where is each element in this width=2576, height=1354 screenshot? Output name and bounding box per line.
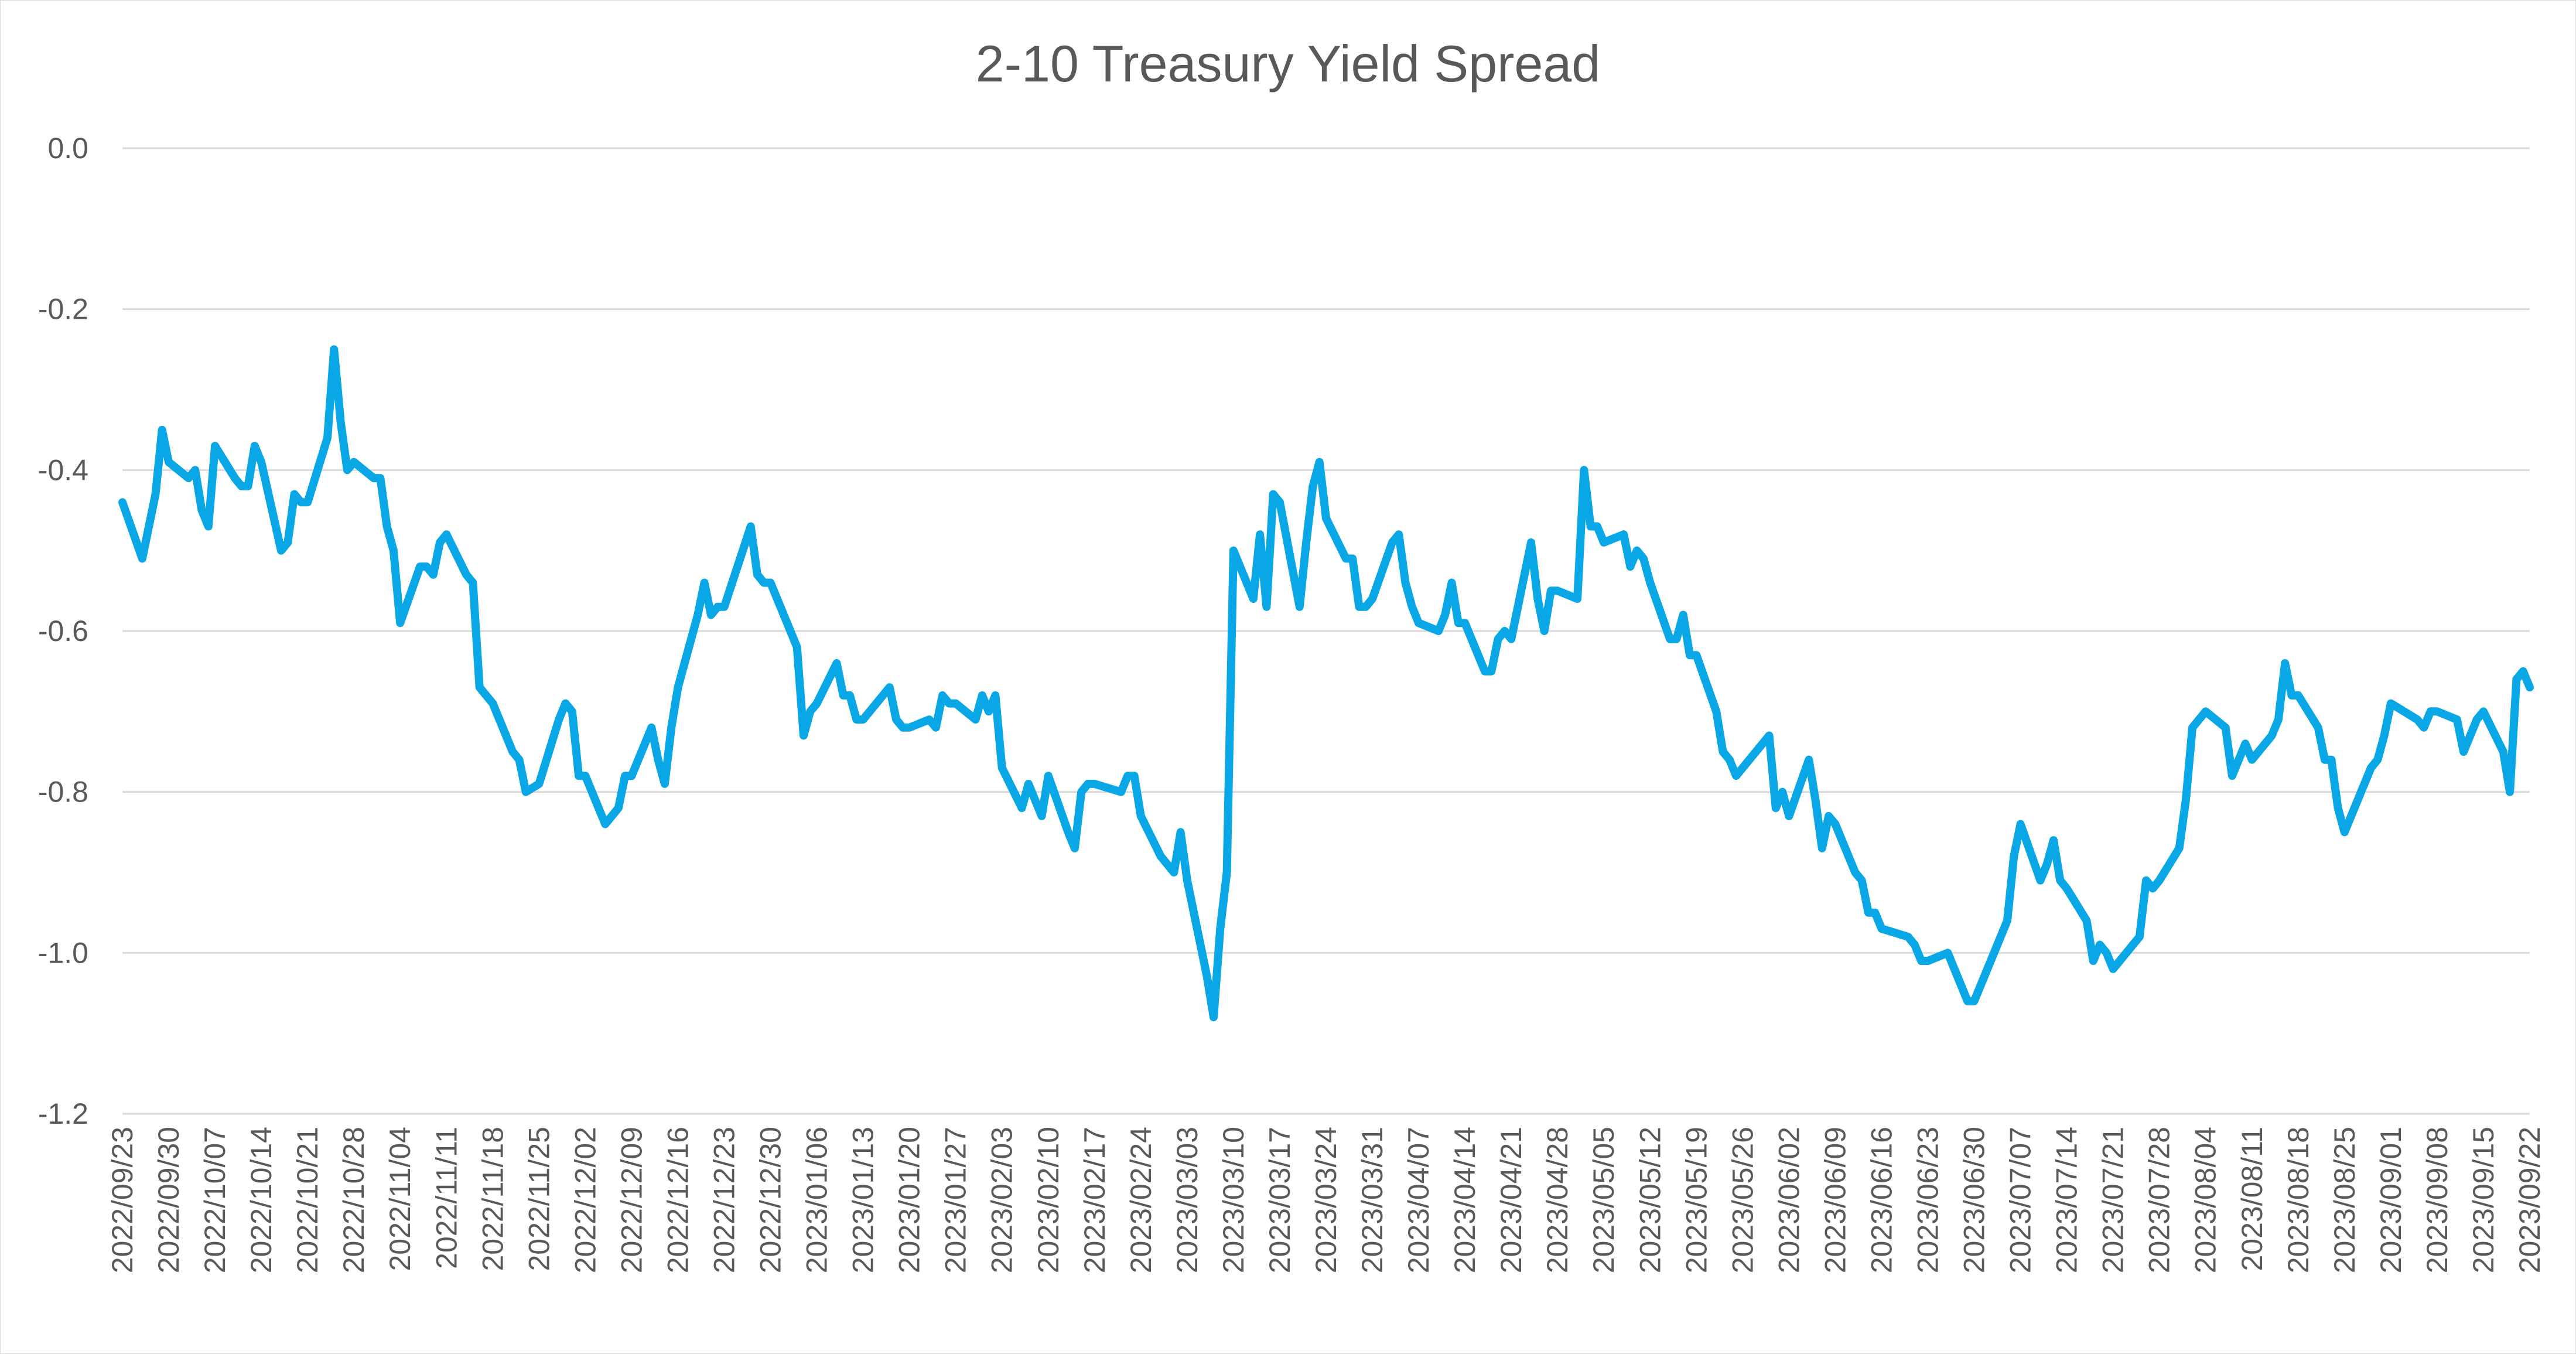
x-tick-label: 2023/06/30 xyxy=(1958,1127,1991,1273)
x-tick-label: 2022/12/09 xyxy=(615,1127,648,1273)
x-tick-label: 2023/02/24 xyxy=(1125,1127,1157,1273)
x-tick-label: 2023/07/14 xyxy=(2051,1127,2083,1273)
x-tick-label: 2023/05/19 xyxy=(1680,1127,1713,1273)
x-tick-label: 2023/08/25 xyxy=(2328,1127,2361,1273)
x-tick-label: 2023/03/31 xyxy=(1356,1127,1389,1273)
x-tick-label: 2022/11/11 xyxy=(430,1127,463,1269)
y-tick-label: 0.0 xyxy=(47,132,88,165)
x-tick-label: 2022/12/30 xyxy=(754,1127,787,1273)
x-tick-label: 2023/05/12 xyxy=(1634,1127,1666,1273)
x-tick-label: 2023/05/26 xyxy=(1726,1127,1759,1273)
x-tick-label: 2022/11/18 xyxy=(476,1127,509,1271)
x-tick-label: 2023/07/28 xyxy=(2143,1127,2176,1273)
x-tick-label: 2023/03/24 xyxy=(1310,1127,1342,1273)
y-tick-label: -0.8 xyxy=(38,776,88,809)
x-tick-label: 2022/11/25 xyxy=(522,1127,555,1271)
x-tick-label: 2022/10/14 xyxy=(245,1127,278,1273)
x-tick-label: 2023/07/07 xyxy=(2004,1127,2037,1273)
y-tick-label: -0.4 xyxy=(38,453,88,486)
series-line xyxy=(118,345,2534,1022)
x-tick-label: 2022/10/28 xyxy=(337,1127,370,1273)
x-tick-label: 2023/07/21 xyxy=(2097,1127,2130,1273)
chart-title: 2-10 Treasury Yield Spread xyxy=(976,35,1600,93)
x-tick-label: 2023/06/23 xyxy=(1912,1127,1945,1273)
y-axis-tick-labels: 0.0 -0.2 -0.4 -0.6 -0.8 -1.0 -1.2 xyxy=(38,132,88,1130)
x-tick-label: 2022/12/23 xyxy=(708,1127,741,1273)
x-tick-label: 2023/03/17 xyxy=(1263,1127,1296,1273)
gridlines xyxy=(122,147,2530,1115)
x-tick-label: 2023/08/11 xyxy=(2236,1127,2268,1271)
x-tick-label: 2022/10/21 xyxy=(291,1127,324,1273)
x-tick-label: 2023/09/15 xyxy=(2467,1127,2500,1273)
x-tick-label: 2023/02/03 xyxy=(986,1127,1019,1273)
y-tick-label: -0.6 xyxy=(38,615,88,647)
x-tick-label: 2023/04/07 xyxy=(1402,1127,1435,1273)
x-tick-label: 2023/05/05 xyxy=(1587,1127,1620,1273)
x-tick-label: 2023/01/06 xyxy=(801,1127,833,1273)
x-tick-label: 2023/01/13 xyxy=(847,1127,880,1273)
x-tick-label: 2023/02/10 xyxy=(1032,1127,1065,1273)
x-tick-label: 2022/10/07 xyxy=(199,1127,231,1273)
y-tick-label: -1.2 xyxy=(38,1097,88,1130)
x-tick-label: 2022/12/02 xyxy=(569,1127,602,1273)
x-tick-label: 2023/06/09 xyxy=(1819,1127,1851,1273)
x-tick-label: 2022/09/30 xyxy=(152,1127,185,1273)
y-tick-label: -0.2 xyxy=(38,293,88,326)
x-axis-tick-labels: 2022/09/23 2022/09/30 2022/10/07 2022/10/14… xyxy=(106,1127,2546,1273)
x-tick-label: 2022/12/16 xyxy=(661,1127,694,1273)
x-tick-label: 2023/08/18 xyxy=(2282,1127,2315,1273)
x-tick-label: 2023/01/20 xyxy=(893,1127,926,1273)
x-tick-label: 2023/09/22 xyxy=(2513,1127,2546,1273)
x-tick-label: 2023/09/08 xyxy=(2421,1127,2454,1273)
series-layer xyxy=(118,345,2534,1022)
x-tick-label: 2023/09/01 xyxy=(2375,1127,2407,1273)
x-tick-label: 2023/01/27 xyxy=(939,1127,972,1273)
x-tick-label: 2023/04/21 xyxy=(1495,1127,1528,1273)
x-tick-label: 2023/08/04 xyxy=(2189,1127,2222,1273)
y-tick-label: -1.0 xyxy=(38,936,88,969)
x-tick-label: 2023/06/02 xyxy=(1772,1127,1805,1273)
x-tick-label: 2023/06/16 xyxy=(1865,1127,1898,1273)
x-tick-label: 2022/09/23 xyxy=(106,1127,139,1273)
x-tick-label: 2023/02/17 xyxy=(1078,1127,1111,1273)
x-tick-label: 2022/11/04 xyxy=(384,1127,416,1271)
x-tick-label: 2023/04/14 xyxy=(1448,1127,1481,1273)
x-tick-label: 2023/03/03 xyxy=(1171,1127,1204,1273)
x-tick-label: 2023/03/10 xyxy=(1217,1127,1250,1273)
x-tick-label: 2023/04/28 xyxy=(1541,1127,1574,1273)
